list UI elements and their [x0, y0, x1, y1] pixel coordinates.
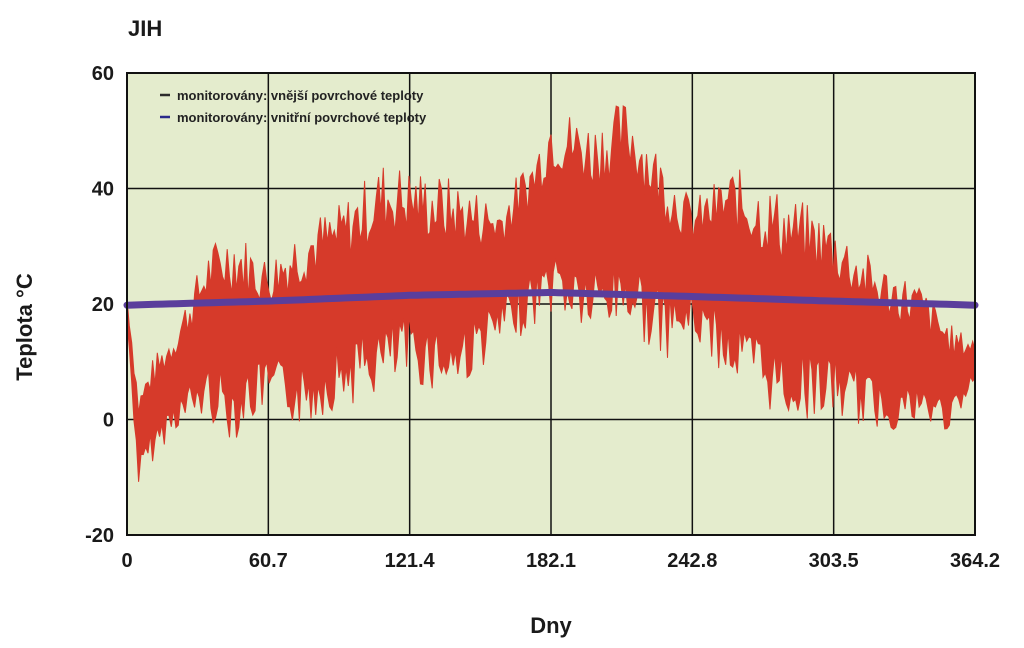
y-tick-label: -20: [85, 525, 114, 547]
x-tick-label: 182.1: [526, 550, 576, 572]
y-tick-label: 20: [92, 294, 114, 316]
y-tick-label: 40: [92, 179, 114, 201]
y-tick-label: 0: [103, 410, 114, 432]
x-tick-label: 60.7: [249, 550, 288, 572]
plot-border: [126, 72, 976, 536]
x-tick-label: 364.2: [950, 550, 1000, 572]
legend-entry: monitorovány: vnější povrchové teploty: [177, 88, 424, 103]
y-tick-label: 60: [92, 63, 114, 85]
x-tick-label: 121.4: [385, 550, 436, 572]
x-tick-label: 303.5: [809, 550, 859, 572]
legend-entry: monitorovány: vnitřní povrchové teploty: [177, 110, 427, 125]
series-inner-surface-temperature: [123, 288, 979, 309]
chart-title: JIH: [128, 16, 162, 41]
x-axis-title: Dny: [530, 613, 572, 638]
x-tick-label: 242.8: [667, 550, 717, 572]
x-tick-label: 0: [121, 550, 132, 572]
tick-labels: 0 60.7 121.4 182.1 242.8 303.5 364.2 60 40 20 0 -20: [85, 63, 1000, 572]
legend: monitorovány: vnější povrchové teploty mo…: [160, 88, 427, 125]
y-axis-title: Teplota °C: [12, 273, 37, 381]
